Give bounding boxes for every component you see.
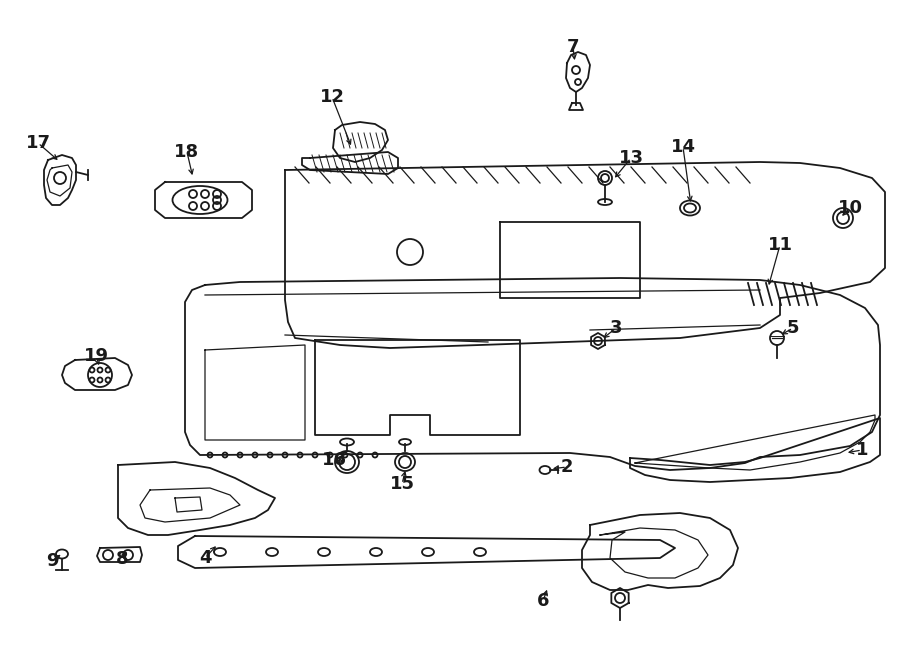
Text: 15: 15 <box>390 475 415 493</box>
Text: 5: 5 <box>787 319 799 337</box>
Text: 18: 18 <box>175 143 200 161</box>
Text: 1: 1 <box>856 441 868 459</box>
Text: 19: 19 <box>84 347 109 365</box>
Text: 16: 16 <box>321 451 347 469</box>
Text: 11: 11 <box>768 236 793 254</box>
Text: 17: 17 <box>25 134 50 152</box>
Text: 9: 9 <box>46 552 58 570</box>
Text: 14: 14 <box>670 138 696 156</box>
Text: 12: 12 <box>320 88 345 106</box>
Text: 6: 6 <box>536 592 549 610</box>
Text: 13: 13 <box>618 149 644 167</box>
Text: 10: 10 <box>838 199 862 217</box>
Text: 7: 7 <box>567 38 580 56</box>
Text: 4: 4 <box>199 549 212 567</box>
Text: 8: 8 <box>116 550 129 568</box>
Text: 2: 2 <box>561 458 573 476</box>
Text: 3: 3 <box>610 319 622 337</box>
